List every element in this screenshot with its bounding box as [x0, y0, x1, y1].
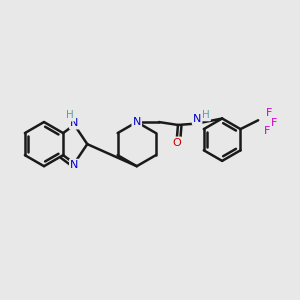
Text: F: F [266, 108, 272, 118]
Text: N: N [70, 160, 79, 170]
Text: N: N [70, 118, 79, 128]
Text: N: N [133, 117, 141, 127]
Text: F: F [264, 126, 270, 136]
Text: O: O [172, 138, 181, 148]
Text: N: N [193, 114, 201, 124]
Text: H: H [202, 110, 210, 120]
Text: H: H [66, 110, 74, 120]
Text: F: F [271, 118, 278, 128]
